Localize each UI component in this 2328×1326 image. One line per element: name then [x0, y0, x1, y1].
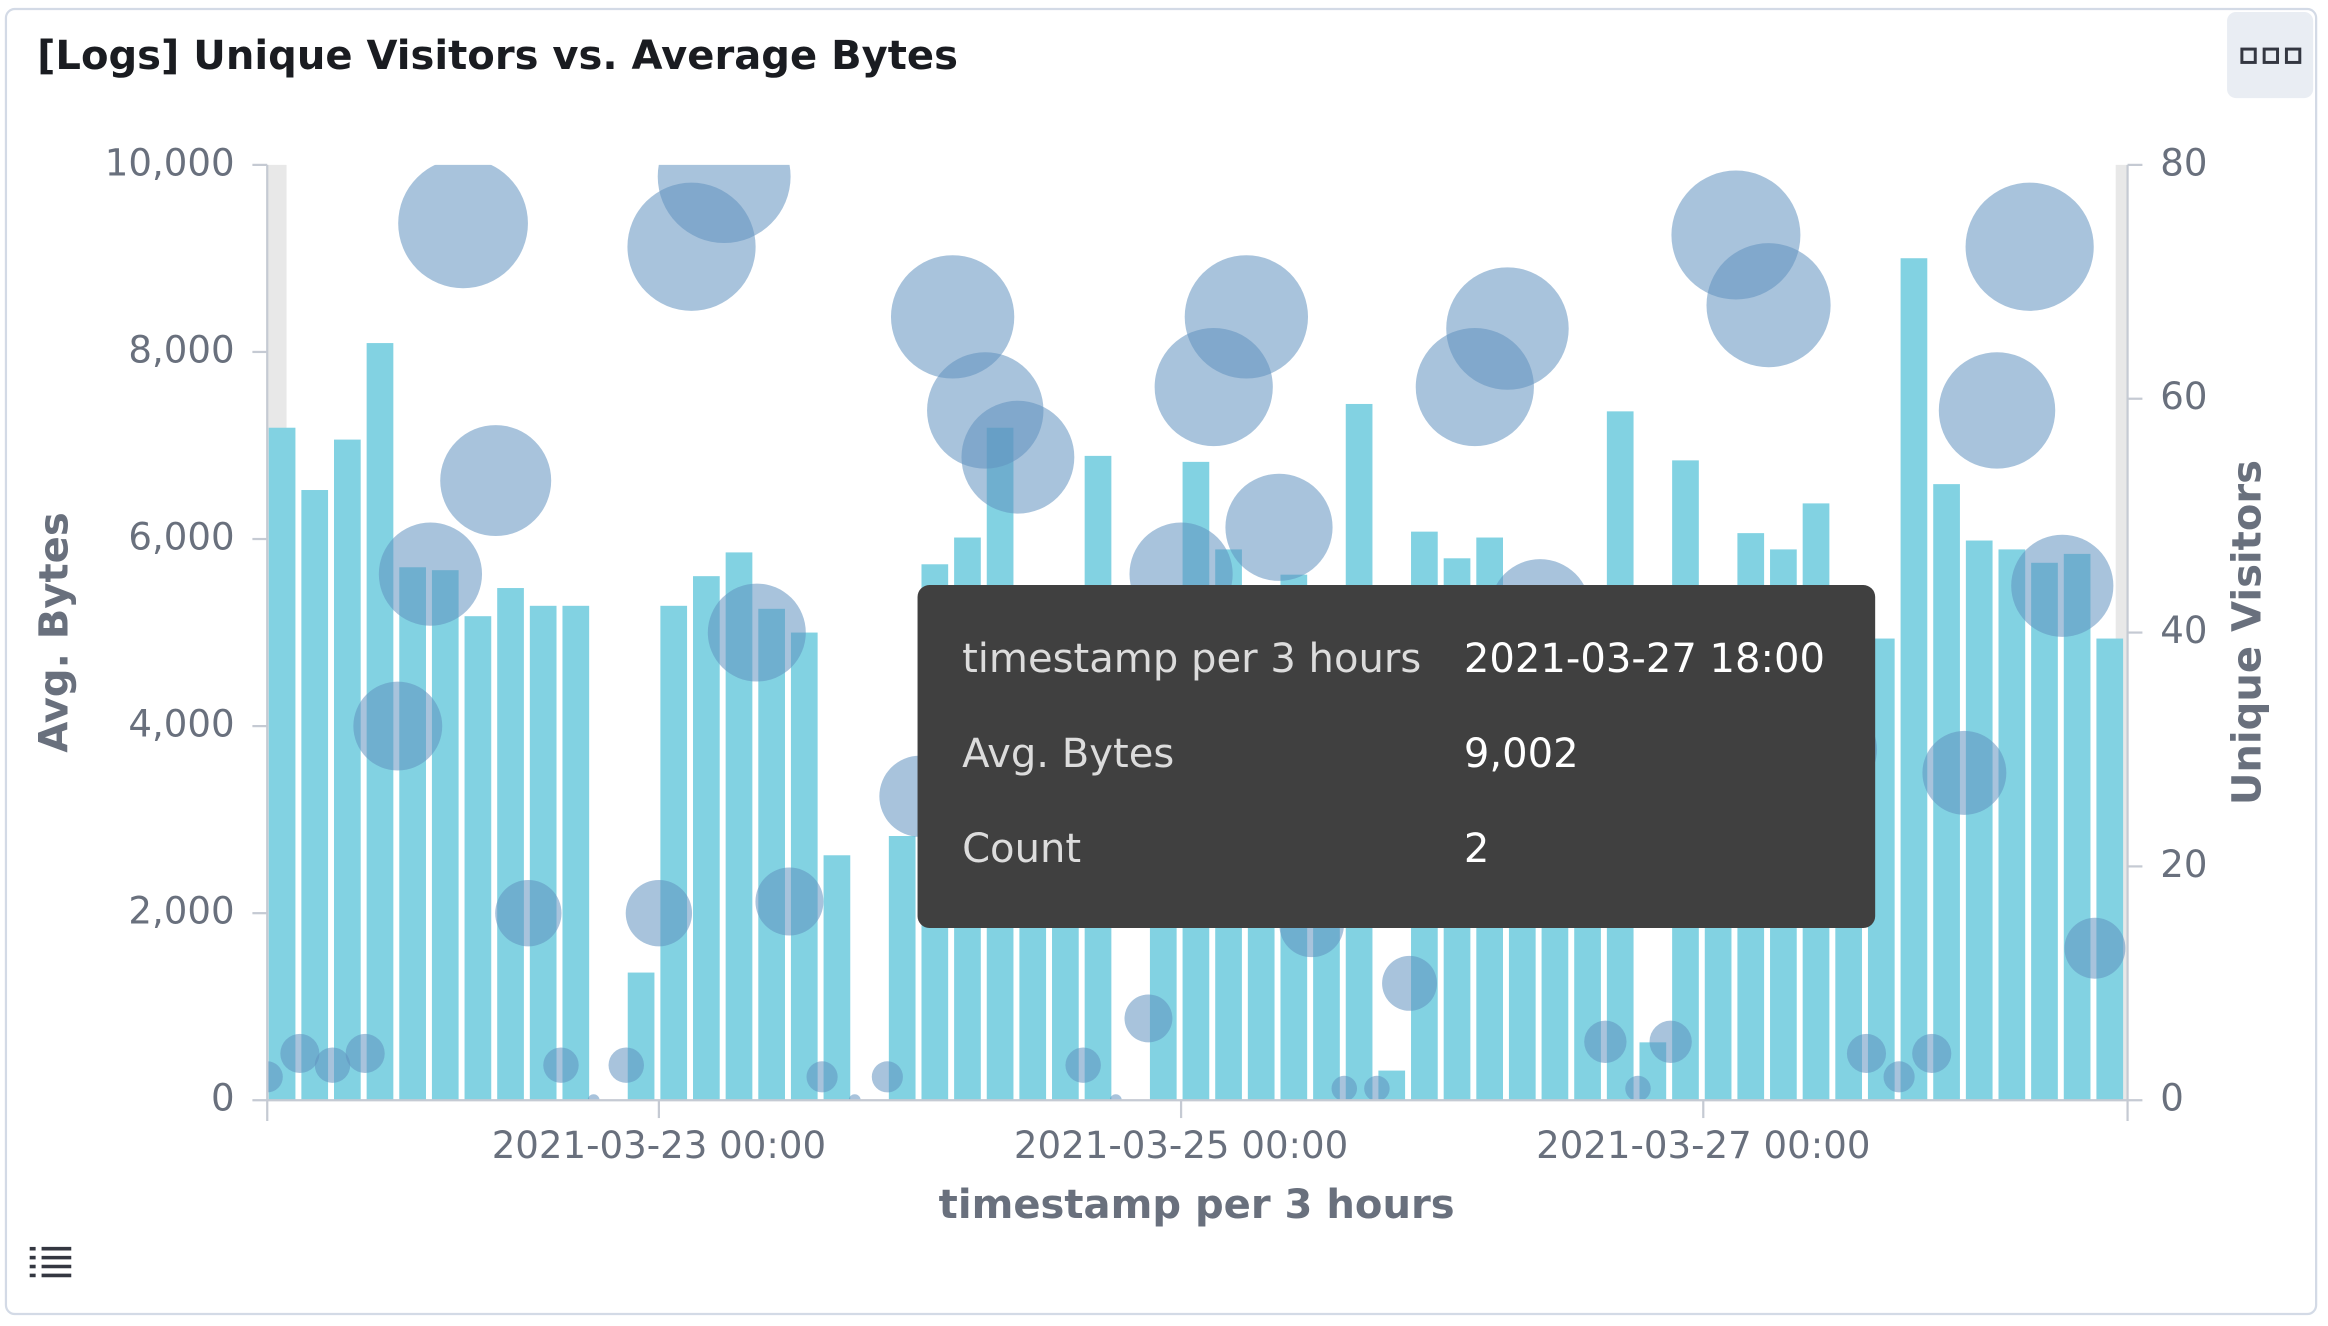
y-tick-label: 4,000: [128, 703, 234, 746]
bubble: [1706, 243, 1831, 368]
bubble: [1938, 352, 2056, 469]
y2-tick-label: 60: [2160, 375, 2207, 418]
bubble: [871, 1061, 903, 1093]
bubble: [1331, 1075, 1358, 1101]
bubble: [1109, 1094, 1122, 1101]
bar: [1900, 258, 1928, 1101]
bar: [464, 616, 492, 1101]
bubble: [1065, 1047, 1101, 1083]
bar: [758, 608, 785, 1101]
bar: [562, 605, 590, 1101]
bar: [431, 570, 459, 1101]
bubble: [1846, 1033, 1887, 1074]
bubble: [707, 583, 806, 682]
bar: [334, 439, 361, 1101]
x-tick-label: 2021-03-25 00:00: [1014, 1124, 1348, 1167]
bubble: [2064, 917, 2126, 979]
bubble: [1922, 730, 2007, 815]
bubble: [345, 1033, 385, 1074]
bubble: [890, 255, 1015, 379]
bar: [497, 588, 524, 1101]
bubble: [353, 681, 443, 771]
tooltip: timestamp per 3 hours 2021-03-27 18:00 Avg…: [917, 585, 1876, 929]
bar: [888, 836, 916, 1101]
y-axis-title: Avg. Bytes: [31, 512, 77, 752]
bubble: [543, 1047, 579, 1083]
bar: [660, 605, 688, 1101]
bar: [399, 567, 426, 1101]
bar: [2063, 553, 2091, 1101]
bubble: [1883, 1061, 1915, 1093]
options-button[interactable]: [2227, 11, 2314, 99]
bar: [823, 855, 851, 1101]
y2-tick-label: 80: [2160, 141, 2207, 184]
bar: [790, 632, 818, 1101]
y2-tick-label: 40: [2160, 609, 2207, 652]
x-tick-label: 2021-03-27 00:00: [1536, 1124, 1870, 1167]
bubble: [848, 1094, 861, 1101]
y-tick-label: 2,000: [128, 890, 234, 933]
bubble: [1584, 1020, 1627, 1063]
tooltip-box: [917, 585, 1876, 929]
y-tick-label: 0: [211, 1077, 235, 1120]
bubble: [1225, 473, 1333, 581]
x-tick-label: 2021-03-23 00:00: [492, 1124, 826, 1167]
bubble: [398, 164, 528, 289]
tooltip-label: timestamp per 3 hours: [962, 636, 1421, 682]
bubble: [1446, 267, 1569, 390]
x-axis-title: timestamp per 3 hours: [939, 1182, 1455, 1228]
tooltip-label: Count: [962, 826, 1081, 872]
y2-tick-label: 20: [2160, 843, 2207, 886]
bubble: [1625, 1075, 1651, 1101]
bubble: [587, 1094, 600, 1101]
bubble: [1912, 1033, 1952, 1074]
bubble: [961, 400, 1075, 514]
bar: [2031, 562, 2058, 1101]
bar: [529, 605, 557, 1101]
bubble: [657, 164, 791, 243]
bubble: [1364, 1075, 1390, 1101]
bubble: [495, 880, 562, 947]
y2-axis-title: Unique Visitors: [2224, 460, 2270, 805]
tooltip-value: 9,002: [1464, 731, 1579, 777]
bubble: [2011, 534, 2114, 637]
bar: [301, 490, 329, 1101]
bubble: [1184, 255, 1309, 379]
bubble: [1965, 182, 2094, 311]
axis-band: [2115, 164, 2128, 1101]
tooltip-label: Avg. Bytes: [962, 731, 1174, 777]
tooltip-value: 2021-03-27 18:00: [1464, 636, 1825, 682]
bubble: [280, 1033, 320, 1074]
bubble: [625, 880, 693, 947]
bubble: [1124, 994, 1173, 1043]
bubble: [608, 1047, 644, 1083]
bubble: [267, 1061, 283, 1093]
bubble: [1382, 955, 1438, 1011]
legend-toggle[interactable]: [29, 1246, 72, 1278]
panel-title: [Logs] Unique Visitors vs. Average Bytes: [37, 33, 958, 79]
bar: [268, 427, 296, 1101]
bubble: [1649, 1020, 1692, 1063]
y-tick-label: 8,000: [128, 328, 234, 371]
y2-tick-label: 0: [2160, 1077, 2184, 1120]
bubble: [314, 1047, 351, 1083]
bubble: [806, 1061, 838, 1093]
bubble: [378, 522, 483, 626]
bubble: [755, 867, 824, 936]
y-tick-label: 6,000: [128, 516, 234, 559]
bar: [1965, 540, 1993, 1101]
y-tick-label: 10,000: [105, 141, 235, 184]
tooltip-value: 2: [1464, 826, 1489, 872]
bar: [693, 576, 720, 1101]
bar: [1998, 549, 2026, 1101]
bubble: [440, 425, 552, 537]
bar: [2096, 638, 2124, 1101]
